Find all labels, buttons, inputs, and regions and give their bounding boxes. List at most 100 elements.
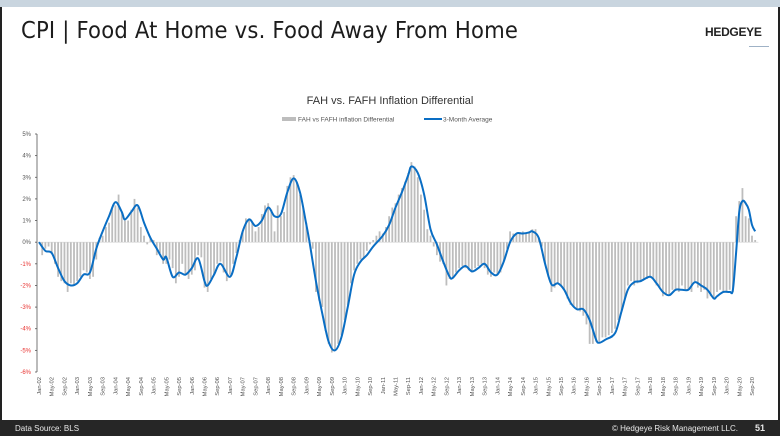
x-tick-label: Jan-18 [648, 377, 654, 395]
y-tick-label: 5% [22, 132, 31, 138]
bar [388, 216, 391, 243]
bar [229, 242, 231, 275]
bar [687, 242, 690, 290]
bar [79, 242, 82, 277]
x-tick-label: Jan-11 [381, 377, 387, 394]
x-tick-label: Jan-07 [228, 377, 234, 395]
bar [506, 242, 508, 249]
bar [735, 216, 737, 243]
bar [353, 242, 356, 271]
bar [82, 242, 85, 271]
bar [576, 242, 578, 310]
bar [499, 242, 502, 273]
bar [216, 242, 219, 264]
bar [50, 242, 53, 253]
x-tick-label: May-16 [584, 377, 590, 396]
bar [693, 242, 696, 282]
bar [330, 242, 333, 353]
bar [636, 242, 639, 284]
bar [209, 242, 212, 279]
bar [626, 242, 629, 286]
bar [76, 242, 79, 282]
x-tick-label: Sep-06 [215, 377, 221, 396]
bar [563, 242, 566, 290]
x-tick-label: May-03 [88, 377, 94, 396]
bar [168, 242, 171, 260]
bar [525, 233, 527, 243]
x-tick-label: Jan-09 [304, 377, 310, 395]
bar [630, 242, 632, 282]
bar [429, 235, 432, 243]
bar [181, 242, 184, 264]
x-tick-label: May-10 [355, 377, 361, 396]
bar [496, 242, 499, 275]
bar [426, 229, 429, 243]
bar [582, 242, 585, 316]
bar [114, 205, 117, 243]
x-tick-label: Sep-04 [139, 376, 145, 395]
bar [668, 242, 671, 295]
chart-title: FAH vs. FAFH Inflation Differential [307, 95, 474, 107]
bar [442, 242, 445, 264]
bar [108, 222, 110, 243]
bar [60, 242, 63, 282]
bar [744, 216, 747, 243]
x-tick-label: May-08 [279, 377, 285, 396]
bar [521, 231, 524, 243]
bar [190, 242, 193, 275]
bar [111, 207, 114, 243]
bar [375, 235, 378, 243]
bar [280, 216, 282, 243]
bar [343, 242, 346, 321]
legend: FAH vs FAFH inflation Differential 3-Mon… [282, 117, 493, 124]
bar [257, 227, 260, 243]
bar [518, 233, 521, 243]
x-tick-label: Sep-12 [444, 377, 450, 396]
bar [696, 242, 699, 288]
bar [655, 242, 658, 286]
bar [273, 231, 276, 243]
bar [560, 242, 562, 286]
bar [423, 209, 426, 243]
bar [120, 211, 123, 243]
bar [378, 231, 381, 243]
bar [674, 242, 677, 290]
bar [404, 181, 406, 243]
x-tick-label: May-14 [508, 376, 514, 396]
x-tick-label: Jan-17 [610, 377, 616, 395]
x-tick-label: Sep-07 [253, 377, 259, 396]
bar [566, 242, 569, 299]
bar [327, 242, 330, 344]
bar [620, 242, 623, 312]
bar [486, 242, 489, 275]
bar [547, 242, 550, 277]
bar [136, 207, 139, 243]
bar [550, 242, 553, 292]
right-border [778, 7, 780, 420]
bar [585, 242, 588, 325]
bar [569, 242, 572, 305]
bar [464, 242, 467, 269]
bar [334, 242, 336, 351]
bar [541, 242, 543, 247]
bar [671, 242, 674, 290]
x-tick-label: Jan-19 [686, 377, 692, 395]
bar [369, 242, 371, 245]
x-tick-label: May-05 [164, 377, 170, 396]
bar [187, 242, 190, 279]
bar [89, 242, 91, 279]
x-tick-label: Sep-09 [330, 377, 336, 396]
bar [719, 242, 722, 290]
bar [133, 198, 136, 243]
bar [241, 231, 244, 243]
y-tick-label: 0% [22, 240, 31, 246]
bar [372, 240, 375, 243]
bar [264, 205, 266, 243]
bar [623, 242, 626, 301]
bar [385, 227, 387, 243]
bar [299, 194, 301, 243]
bar [54, 242, 56, 264]
bar [754, 240, 757, 243]
bar [410, 162, 413, 243]
